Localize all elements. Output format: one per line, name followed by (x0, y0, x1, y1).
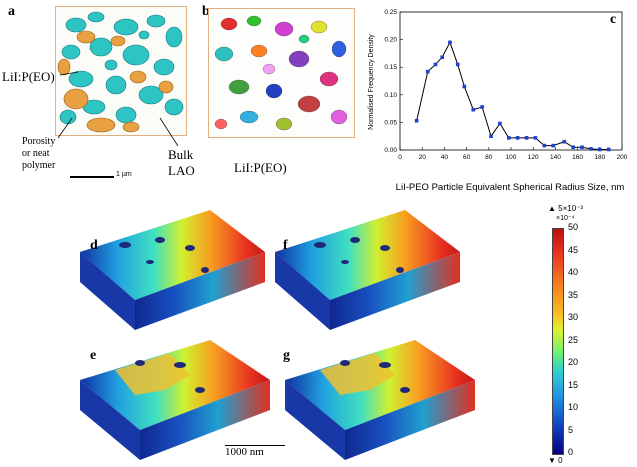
colorbar-tick-label: 40 (568, 267, 579, 277)
colorbar-tick-label: 5 (568, 424, 574, 435)
panel-a: a LiI:P(EO) Porosity or ne (0, 0, 200, 200)
colorbar-tick-label: 0 (568, 447, 574, 457)
chart-point (524, 136, 529, 140)
y-tick-label: 0.10 (384, 92, 397, 99)
colorbar: ▲ 5×10⁻³ ×10⁻⁴ 50 45 40 35 30 25 20 15 10 5 0 ▼ 0 (548, 204, 628, 467)
x-tick-label: 40 (441, 154, 449, 161)
chart-point (506, 136, 511, 140)
panel-a-bulk-label: Bulk LAO (168, 147, 195, 179)
colorbar-tick-label: 30 (568, 312, 579, 322)
porosity-line-3: polymer (22, 160, 56, 171)
colorbar-multiplier: ×10⁻⁴ (556, 215, 575, 222)
panel-a-volume (55, 6, 187, 136)
colorbar-tick-label: 50 (568, 222, 579, 232)
panel-b-lii-label: LiI:P(EO) (234, 160, 287, 175)
panel-f-label: f (283, 238, 288, 253)
colorbar-tick-label: 15 (568, 379, 579, 390)
block-d (80, 210, 265, 330)
porosity-line-2: or neat (22, 148, 50, 159)
chart-point (480, 105, 484, 109)
panel-c: c 0 20 40 60 80 100 120 140 160 180 200 0.00 0.05 0.1… (360, 0, 637, 200)
chart-point (471, 107, 476, 112)
x-tick-label: 20 (419, 154, 427, 161)
bulk-line-2: LAO (168, 163, 195, 178)
bulk-line-1: Bulk (168, 147, 194, 162)
chart-point (498, 121, 502, 126)
chart-ticks: 0 20 40 60 80 100 120 140 160 180 200 0.00 0.05 0.10 0… (384, 9, 627, 161)
chart-point (455, 62, 460, 67)
chart-point (562, 139, 567, 144)
chart-point (440, 55, 444, 60)
bottom-scale-text: 1000 nm (225, 446, 264, 458)
chart-point (433, 62, 438, 67)
chart-points (414, 40, 611, 152)
chart-axes (399, 11, 623, 151)
x-tick-label: 200 (617, 154, 628, 161)
colorbar-tick-label: 35 (568, 289, 579, 300)
panel-a-label: a (8, 4, 15, 19)
panel-d-label: d (90, 238, 98, 253)
bottom-blocks (80, 210, 475, 460)
colorbar-tick-label: 45 (568, 244, 579, 255)
chart-point (462, 84, 467, 89)
block-e (80, 340, 270, 460)
panel-a-porosity-label: Porosity or neat polymer (22, 136, 55, 172)
x-tick-label: 100 (506, 154, 517, 161)
chart-point (580, 145, 584, 150)
chart-point (425, 69, 430, 74)
colorbar-gradient (552, 228, 564, 455)
chart-point (489, 134, 493, 138)
panel-b-particles (214, 15, 348, 131)
chart-point (606, 147, 611, 152)
panel-b: b LiI:P(EO) (200, 0, 360, 200)
x-tick-label: 120 (528, 154, 539, 161)
y-tick-label: 0.00 (384, 147, 397, 154)
y-tick-label: 0.05 (384, 119, 397, 126)
colorbar-tick-label: 10 (568, 402, 579, 412)
chart-xlabel: LiI-PEO Particle Equivalent Spherical Ra… (396, 182, 625, 193)
chart-point (589, 147, 593, 151)
block-f (275, 210, 460, 330)
x-tick-label: 80 (485, 154, 493, 161)
panel-a-scale-text: 1 µm (116, 171, 132, 178)
panel-c-label: c (610, 12, 617, 27)
panel-a-particles (57, 11, 184, 133)
x-tick-label: 140 (550, 154, 561, 161)
y-tick-label: 0.15 (384, 64, 397, 71)
chart-point (533, 136, 538, 140)
panel-a-lii-label: LiI:P(EO) (2, 69, 55, 84)
colorbar-bottom-marker: ▼ 0 (548, 456, 563, 465)
panel-e-label: e (90, 348, 97, 363)
panel-b-label: b (202, 4, 210, 19)
colorbar-top-marker: ▲ 5×10⁻³ (548, 204, 584, 213)
chart-point (571, 145, 575, 150)
block-g (285, 340, 475, 460)
chart-series-line (416, 41, 609, 150)
chart-point (414, 118, 419, 123)
porosity-line-1: Porosity (22, 136, 56, 147)
chart-point (448, 40, 452, 45)
x-tick-label: 160 (572, 154, 583, 161)
bottom-scale-bar (225, 445, 285, 446)
chart-point (598, 147, 602, 152)
y-tick-label: 0.25 (384, 9, 397, 16)
x-tick-label: 0 (398, 154, 402, 161)
y-tick-label: 0.20 (384, 37, 397, 44)
panel-a-scale-bar (70, 176, 114, 178)
frequency-chart: 0 20 40 60 80 100 120 140 160 180 200 0.00 0.05 0.10 0… (368, 9, 628, 193)
panel-g-label: g (283, 348, 290, 363)
colorbar-tick-label: 25 (568, 334, 579, 345)
chart-point (542, 143, 547, 148)
x-tick-label: 180 (594, 154, 605, 161)
chart-ylabel: Normalised Frequency Density (368, 34, 375, 130)
chart-point (551, 143, 555, 148)
x-tick-label: 60 (463, 154, 471, 161)
chart-point (515, 136, 520, 140)
panel-b-volume (208, 8, 355, 138)
colorbar-tick-label: 20 (568, 357, 579, 367)
chart-frame (399, 11, 623, 151)
